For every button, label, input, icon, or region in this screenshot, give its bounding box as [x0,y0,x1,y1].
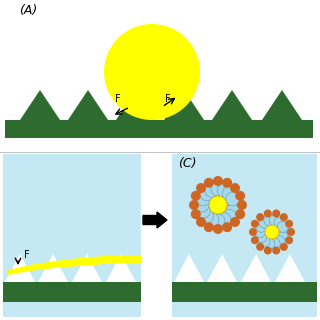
Circle shape [222,187,236,201]
Circle shape [277,221,288,232]
Circle shape [230,217,240,227]
Polygon shape [262,90,302,120]
Circle shape [285,236,293,244]
Circle shape [104,24,200,120]
Polygon shape [8,255,141,275]
Circle shape [195,198,209,212]
Polygon shape [38,254,68,282]
Circle shape [211,214,225,228]
Text: (C): (C) [178,157,196,170]
Circle shape [227,198,241,212]
Circle shape [272,246,280,254]
Circle shape [264,210,272,218]
Polygon shape [174,254,204,282]
Bar [172,282,317,302]
Circle shape [269,238,280,249]
Circle shape [264,238,275,249]
Circle shape [259,236,270,247]
Circle shape [256,213,264,221]
Polygon shape [116,90,156,120]
Polygon shape [275,254,305,282]
Polygon shape [241,254,271,282]
Circle shape [277,232,288,243]
Circle shape [251,236,259,244]
Circle shape [264,246,272,254]
Circle shape [287,228,295,236]
Circle shape [237,200,247,210]
Polygon shape [5,254,35,282]
Polygon shape [164,90,204,120]
Text: (A): (A) [19,4,37,17]
Circle shape [256,221,267,232]
Circle shape [196,192,210,206]
Polygon shape [207,254,237,282]
Circle shape [222,209,236,223]
Circle shape [200,187,214,201]
Bar [5,120,313,138]
Circle shape [264,215,275,226]
Circle shape [191,191,201,201]
Bar [172,154,317,317]
Circle shape [280,213,288,221]
Text: F: F [115,94,121,104]
Circle shape [226,192,240,206]
Circle shape [217,213,231,227]
Circle shape [285,220,293,228]
FancyArrow shape [143,212,167,228]
Bar [3,154,141,317]
Circle shape [205,213,219,227]
Circle shape [191,209,201,219]
Circle shape [222,222,232,232]
Circle shape [235,191,245,201]
Circle shape [213,176,223,186]
Circle shape [230,183,240,193]
Polygon shape [106,254,136,282]
Circle shape [205,183,219,197]
Circle shape [254,227,266,237]
Circle shape [265,225,279,239]
Circle shape [256,243,264,251]
Circle shape [222,178,232,188]
Circle shape [211,182,225,196]
Circle shape [200,209,214,223]
Circle shape [209,196,227,214]
Circle shape [274,236,285,247]
Circle shape [259,217,270,228]
Circle shape [196,217,206,227]
Circle shape [256,232,267,243]
Text: F: F [165,94,171,104]
Circle shape [189,200,199,210]
Circle shape [280,243,288,251]
Circle shape [196,183,206,193]
Circle shape [269,215,280,226]
Text: F: F [24,250,30,260]
Circle shape [217,183,231,197]
Polygon shape [68,90,108,120]
Circle shape [213,224,223,234]
Bar [3,282,141,302]
Polygon shape [72,254,102,282]
Circle shape [278,227,290,237]
Polygon shape [212,90,252,120]
Circle shape [204,178,214,188]
Polygon shape [20,90,60,120]
Circle shape [251,220,259,228]
Circle shape [204,222,214,232]
Circle shape [226,204,240,218]
Circle shape [272,210,280,218]
Circle shape [249,228,257,236]
Circle shape [196,204,210,218]
Circle shape [274,217,285,228]
Circle shape [235,209,245,219]
